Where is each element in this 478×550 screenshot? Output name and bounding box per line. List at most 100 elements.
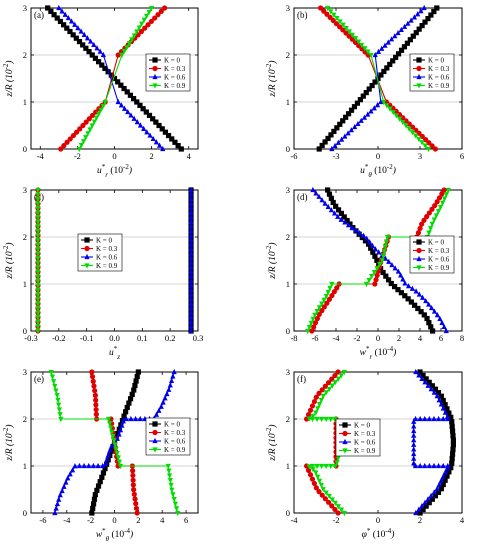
data-point	[102, 65, 108, 72]
legend-entry: K = 0.9	[164, 82, 186, 90]
legend-entry: K = 0.9	[354, 447, 376, 455]
data-point	[310, 186, 316, 193]
data-point	[440, 200, 446, 206]
data-point	[100, 470, 107, 476]
data-point	[310, 413, 316, 419]
data-point	[130, 472, 136, 479]
x-axis-label: φ* (10-4)	[362, 527, 395, 540]
data-point	[426, 140, 432, 146]
data-point	[408, 17, 414, 23]
x-tick-label: 0.1	[137, 333, 148, 343]
data-point	[445, 462, 451, 469]
data-point	[93, 406, 99, 413]
data-point	[355, 120, 361, 127]
data-point	[137, 102, 143, 108]
data-point	[94, 487, 100, 493]
data-point	[55, 397, 61, 404]
data-point	[369, 273, 375, 280]
data-point	[445, 187, 451, 194]
data-point	[72, 463, 78, 469]
data-point	[126, 400, 132, 406]
legend-entry: K = 0	[354, 422, 371, 430]
data-point	[102, 99, 108, 106]
data-point	[442, 477, 448, 483]
data-point	[188, 314, 194, 320]
panel-d: -8 -6 -4 -2 0 2 4 6 8 0 1 2 3 w*r (10-4) z/R (10-2) (d)…	[265, 185, 464, 361]
legend-swatch-marker	[152, 73, 158, 80]
data-point	[153, 139, 159, 145]
data-point	[420, 506, 426, 513]
data-point	[308, 320, 314, 327]
data-point	[35, 287, 41, 294]
data-point	[188, 282, 194, 288]
data-point	[306, 464, 312, 470]
data-point	[416, 136, 422, 143]
data-point	[171, 496, 177, 503]
data-point	[132, 496, 138, 502]
data-point	[349, 32, 355, 38]
data-point	[440, 473, 446, 479]
data-point	[137, 122, 144, 128]
x-axis-label: u*z	[109, 345, 120, 361]
y-tick-label: 2	[23, 232, 27, 242]
data-point	[156, 142, 163, 148]
data-point	[100, 103, 106, 110]
data-point	[310, 467, 316, 473]
data-point	[426, 462, 432, 469]
data-point	[319, 301, 325, 307]
data-point	[443, 327, 449, 334]
data-point	[416, 130, 422, 136]
data-point	[419, 503, 425, 509]
legend-swatch-marker	[342, 430, 348, 437]
data-point	[428, 12, 434, 18]
data-point	[316, 390, 322, 396]
legend-swatch-marker	[416, 255, 422, 262]
data-point	[59, 487, 65, 494]
data-point	[430, 328, 436, 334]
data-point	[136, 25, 142, 31]
data-point	[162, 5, 168, 11]
data-point	[375, 48, 382, 54]
data-point	[331, 12, 337, 18]
data-point	[118, 102, 124, 108]
data-point	[328, 463, 334, 470]
data-point	[442, 469, 448, 475]
data-point	[413, 509, 419, 516]
data-point	[429, 206, 435, 212]
data-point	[309, 403, 316, 409]
data-point	[334, 285, 340, 291]
data-point	[316, 478, 323, 484]
data-point	[438, 393, 444, 399]
data-point	[449, 419, 455, 425]
data-point	[76, 38, 83, 45]
data-point	[109, 429, 115, 435]
data-point	[366, 277, 372, 284]
data-point	[434, 311, 440, 318]
data-point	[188, 246, 194, 252]
data-point	[411, 437, 417, 443]
data-point	[429, 383, 435, 389]
data-point	[413, 368, 419, 375]
data-point	[153, 119, 159, 125]
data-point	[188, 209, 194, 215]
data-point	[357, 230, 363, 236]
y-tick-label: 1	[286, 97, 290, 107]
data-point	[320, 393, 326, 399]
legend-swatch-marker	[152, 57, 158, 63]
data-point	[450, 446, 456, 453]
series-2	[329, 4, 427, 152]
data-point	[419, 140, 425, 146]
data-point	[188, 191, 194, 197]
data-point	[150, 135, 156, 142]
data-point	[449, 451, 456, 457]
data-point	[90, 505, 96, 512]
series-3	[76, 5, 155, 153]
data-point	[342, 133, 348, 139]
x-tick-label: 4	[187, 151, 192, 161]
data-point	[334, 125, 340, 131]
data-point	[125, 108, 131, 115]
data-point	[335, 510, 341, 516]
legend: K = 0K = 0.3K = 0.6K = 0.9	[77, 233, 123, 272]
data-point	[374, 102, 381, 108]
x-tick-label: 0.2	[165, 333, 176, 343]
